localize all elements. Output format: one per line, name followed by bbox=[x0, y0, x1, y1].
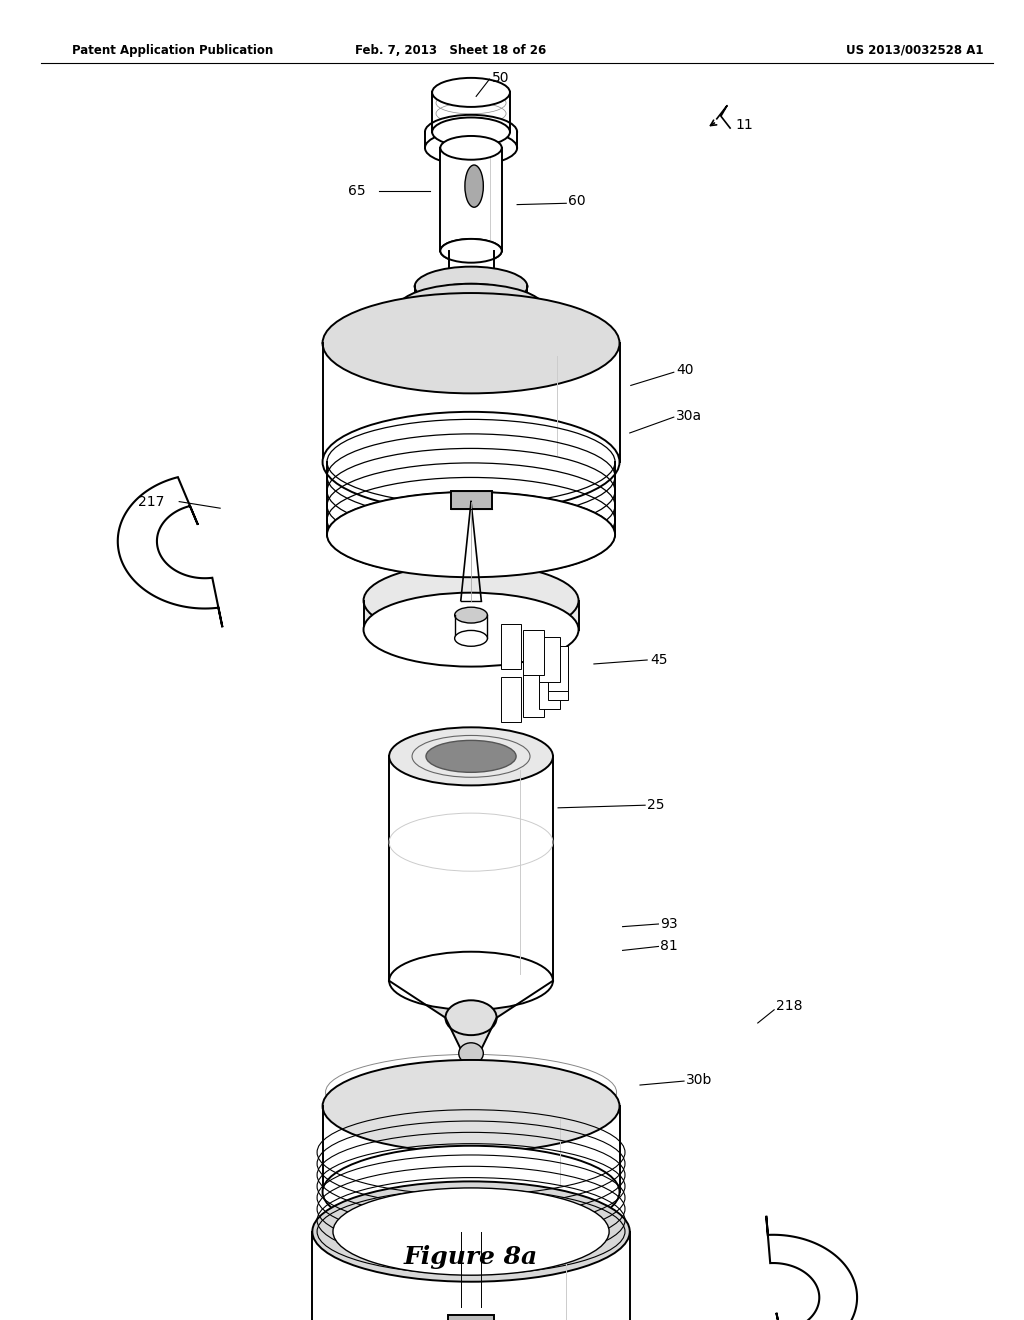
Ellipse shape bbox=[312, 1181, 630, 1282]
Polygon shape bbox=[327, 462, 615, 535]
Text: 65: 65 bbox=[348, 185, 366, 198]
Text: 40: 40 bbox=[676, 363, 693, 376]
Bar bbox=[548, 645, 568, 690]
Ellipse shape bbox=[333, 1188, 609, 1275]
Ellipse shape bbox=[323, 1146, 620, 1238]
Ellipse shape bbox=[415, 267, 527, 306]
Polygon shape bbox=[451, 491, 492, 510]
Bar bbox=[548, 656, 568, 701]
Bar bbox=[501, 677, 521, 722]
Ellipse shape bbox=[455, 607, 487, 623]
Text: 60: 60 bbox=[568, 194, 586, 207]
Polygon shape bbox=[445, 1018, 497, 1053]
Ellipse shape bbox=[440, 239, 502, 263]
Ellipse shape bbox=[323, 293, 620, 393]
Ellipse shape bbox=[364, 593, 579, 667]
Polygon shape bbox=[432, 92, 510, 132]
Polygon shape bbox=[461, 502, 481, 601]
Bar bbox=[501, 624, 521, 669]
Polygon shape bbox=[118, 477, 222, 627]
Polygon shape bbox=[364, 601, 579, 630]
Polygon shape bbox=[415, 280, 527, 286]
Ellipse shape bbox=[397, 284, 545, 334]
Polygon shape bbox=[323, 343, 620, 462]
Polygon shape bbox=[323, 1106, 620, 1192]
Ellipse shape bbox=[323, 1060, 620, 1152]
Polygon shape bbox=[440, 148, 502, 251]
Ellipse shape bbox=[327, 492, 615, 577]
Bar bbox=[523, 672, 544, 717]
Polygon shape bbox=[389, 756, 553, 981]
Polygon shape bbox=[449, 1315, 495, 1320]
Polygon shape bbox=[389, 981, 553, 1018]
Polygon shape bbox=[415, 286, 527, 304]
Ellipse shape bbox=[425, 131, 517, 165]
Text: 93: 93 bbox=[660, 917, 678, 931]
Text: 25: 25 bbox=[647, 799, 665, 812]
Ellipse shape bbox=[445, 1001, 497, 1035]
Ellipse shape bbox=[397, 305, 545, 355]
Text: Figure 8a: Figure 8a bbox=[403, 1245, 539, 1269]
Ellipse shape bbox=[450, 84, 493, 100]
Ellipse shape bbox=[323, 412, 620, 512]
Bar bbox=[540, 638, 560, 682]
Ellipse shape bbox=[455, 631, 487, 647]
Ellipse shape bbox=[459, 1043, 483, 1064]
Ellipse shape bbox=[432, 78, 510, 107]
Ellipse shape bbox=[364, 564, 579, 638]
Ellipse shape bbox=[389, 727, 553, 785]
Polygon shape bbox=[449, 251, 494, 280]
Text: 11: 11 bbox=[735, 119, 753, 132]
Polygon shape bbox=[766, 1216, 857, 1320]
Text: 81: 81 bbox=[660, 940, 678, 953]
Text: Feb. 7, 2013   Sheet 18 of 26: Feb. 7, 2013 Sheet 18 of 26 bbox=[355, 44, 546, 57]
Text: Patent Application Publication: Patent Application Publication bbox=[72, 44, 273, 57]
Bar bbox=[523, 630, 544, 675]
Text: 45: 45 bbox=[650, 653, 668, 667]
Bar bbox=[540, 664, 560, 709]
Text: 218: 218 bbox=[776, 999, 803, 1012]
Text: 50: 50 bbox=[492, 71, 509, 84]
Polygon shape bbox=[312, 1232, 630, 1320]
Text: 217: 217 bbox=[138, 495, 165, 508]
Ellipse shape bbox=[440, 136, 502, 160]
Text: 30a: 30a bbox=[676, 409, 702, 422]
Text: 30b: 30b bbox=[686, 1073, 713, 1086]
Ellipse shape bbox=[432, 117, 510, 147]
Ellipse shape bbox=[415, 284, 527, 323]
Ellipse shape bbox=[465, 165, 483, 207]
Ellipse shape bbox=[425, 115, 517, 149]
Ellipse shape bbox=[426, 741, 516, 772]
Polygon shape bbox=[425, 132, 517, 148]
Ellipse shape bbox=[449, 271, 494, 289]
Text: US 2013/0032528 A1: US 2013/0032528 A1 bbox=[846, 44, 983, 57]
Ellipse shape bbox=[389, 952, 553, 1010]
Polygon shape bbox=[397, 309, 545, 330]
Ellipse shape bbox=[440, 239, 502, 263]
